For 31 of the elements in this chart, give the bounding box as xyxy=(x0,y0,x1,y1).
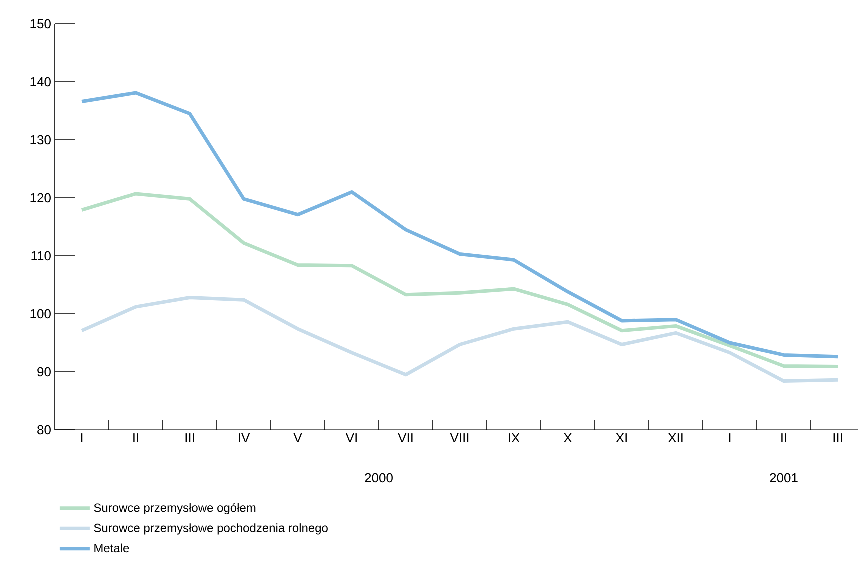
y-tick-label: 80 xyxy=(38,425,51,435)
x-tick-label: V xyxy=(294,434,302,442)
line-series xyxy=(80,296,840,384)
y-tick-label: 120 xyxy=(30,193,51,203)
y-tick-label: 90 xyxy=(38,367,51,377)
y-tick-label: 140 xyxy=(30,77,51,87)
text: 2001 xyxy=(770,473,798,483)
x-tick-label: IV xyxy=(239,434,250,442)
x-tick-label: II xyxy=(134,434,138,442)
legend-label: Surowce przemysłowe ogółem xyxy=(94,503,256,515)
x-tick-label: XI xyxy=(616,434,627,442)
y-tick-label: 150 xyxy=(30,19,51,29)
y-tick-label: 110 xyxy=(32,251,51,261)
legend-label: Surowce przemysłowe pochodzenia rolnego xyxy=(94,524,328,535)
x-tick-label: I xyxy=(81,434,83,442)
x-tick-label: IX xyxy=(509,434,520,442)
line-series xyxy=(80,192,840,369)
x-tick-label: II xyxy=(782,434,786,442)
x-tick-label: VI xyxy=(346,434,357,442)
line-series xyxy=(80,91,840,359)
x-tick-label: X xyxy=(564,434,572,442)
x-tick-label: III xyxy=(186,434,194,442)
x-tick-label: I xyxy=(729,434,731,442)
y-tick-label: 130 xyxy=(30,135,51,145)
y-tick-label: 100 xyxy=(30,309,51,319)
legend-label: Metale xyxy=(94,544,130,553)
text: 2000 xyxy=(365,473,393,483)
x-tick-label: XII xyxy=(668,434,683,442)
x-tick-label: VIII xyxy=(450,434,469,442)
x-tick-label: III xyxy=(834,434,842,442)
x-tick-label: VII xyxy=(398,434,413,442)
